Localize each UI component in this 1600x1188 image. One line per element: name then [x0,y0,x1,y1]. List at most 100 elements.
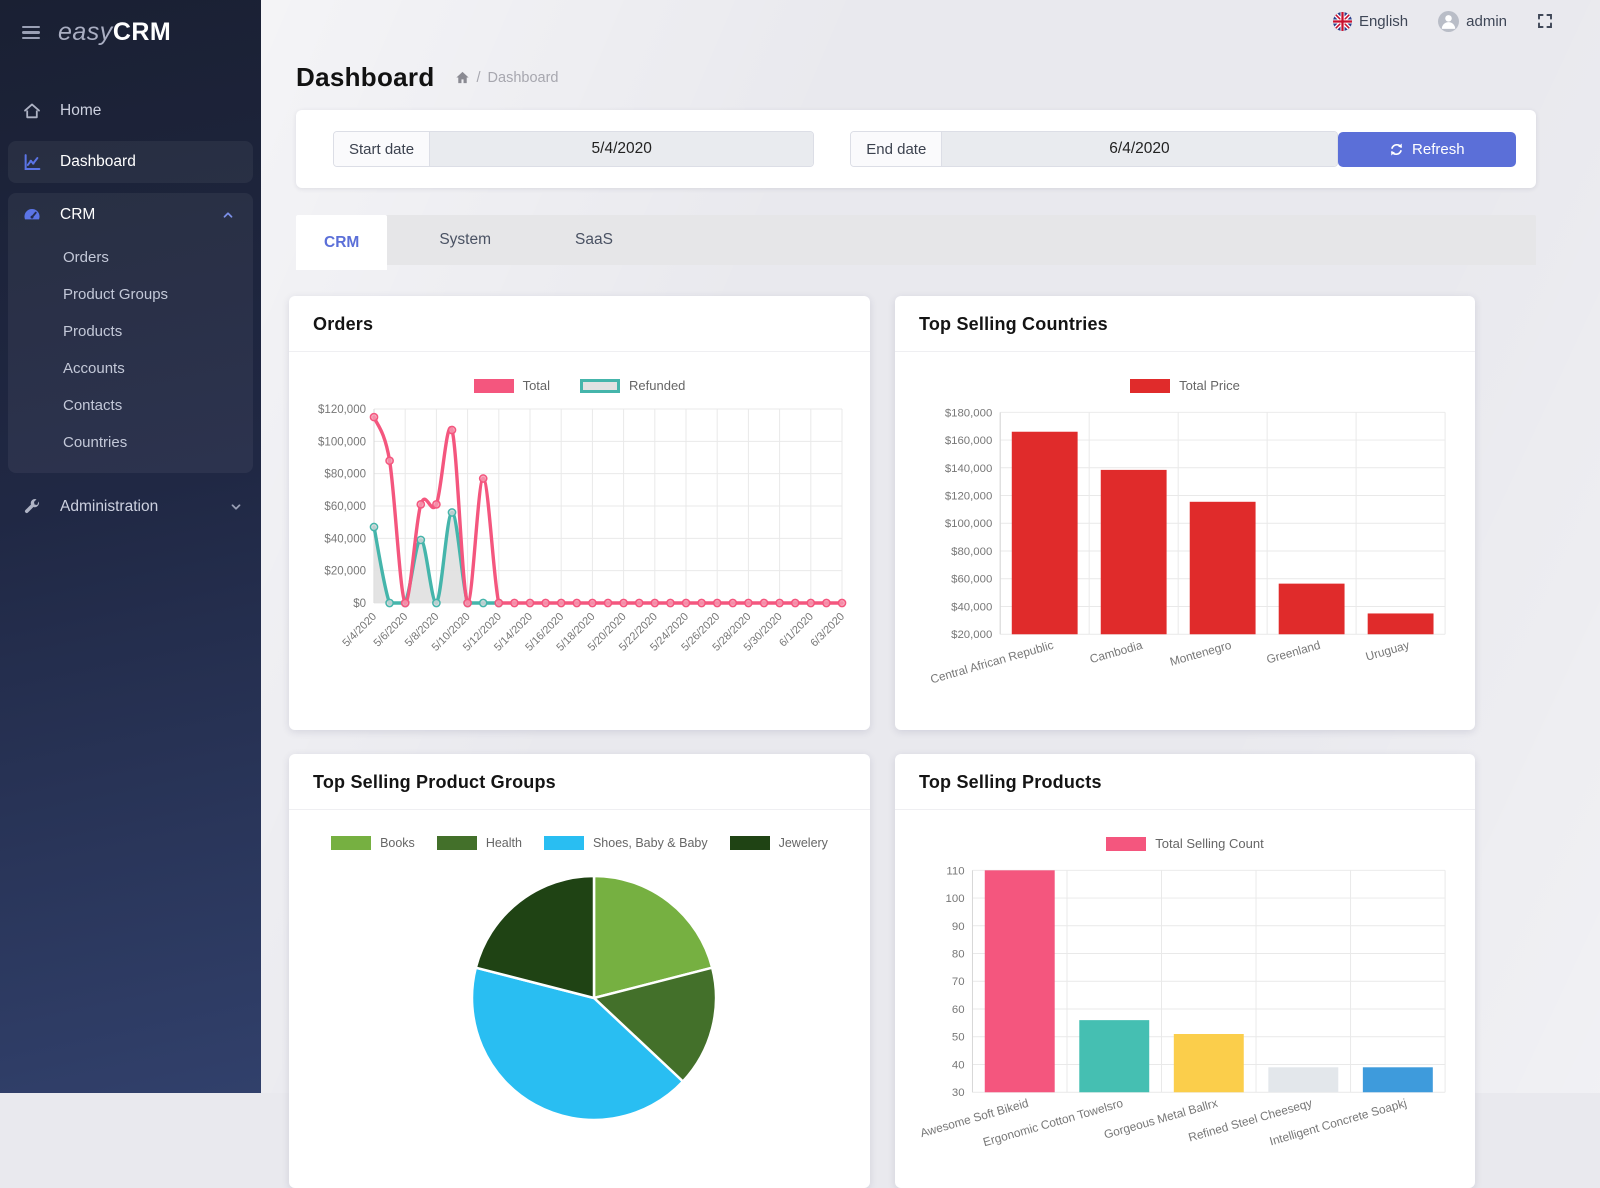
sidebar-item-label: Product Groups [63,286,169,303]
svg-text:$40,000: $40,000 [951,601,992,613]
svg-text:Uruguay: Uruguay [1364,638,1411,664]
sidebar-item-dashboard[interactable]: Dashboard [8,141,253,183]
content: Dashboard / Dashboard Start date End dat… [261,62,1600,1188]
svg-text:$120,000: $120,000 [945,491,992,503]
tab-label: SaaS [575,231,613,248]
sidebar-item-label: Contacts [63,397,123,414]
tab-label: System [439,231,491,248]
refresh-button[interactable]: Refresh [1337,131,1516,167]
products-legend: Total Selling Count [915,836,1455,851]
tab-crm[interactable]: CRM [296,215,388,270]
top-selling-products-card: Top Selling Products Total Selling Count… [895,754,1475,1188]
breadcrumb: / Dashboard [455,69,559,86]
sidebar-item-product-groups[interactable]: Product Groups [8,276,253,313]
svg-text:$80,000: $80,000 [324,469,366,481]
svg-text:80: 80 [952,949,965,961]
page-title: Dashboard [296,62,435,92]
svg-text:50: 50 [952,1032,965,1044]
sidebar-item-orders[interactable]: Orders [8,239,253,276]
sidebar-item-administration[interactable]: Administration [0,487,261,527]
user-menu[interactable]: admin [1438,10,1507,32]
refresh-icon [1391,143,1402,155]
svg-text:$160,000: $160,000 [945,435,992,447]
sidebar-item-label: Accounts [63,360,125,377]
dashboard-cards: Orders Total Refunded 5/4/2020 5/6/2020 5/8… [289,296,1536,1188]
card-title-products: Top Selling Products [895,754,1475,810]
svg-text:Greenland: Greenland [1265,638,1322,667]
svg-text:40: 40 [952,1059,965,1071]
svg-text:90: 90 [952,921,965,933]
sidebar-crm-children: Orders Product Groups Products Accounts … [8,237,253,473]
start-date-input[interactable] [430,132,814,166]
top-selling-countries-card: Top Selling Countries Total Price $20,00… [895,296,1475,730]
svg-text:$60,000: $60,000 [951,574,992,586]
logo-prefix: easy [58,18,113,46]
card-title-product-groups: Top Selling Product Groups [289,754,870,810]
card-title-orders: Orders [289,296,870,352]
refresh-label: Refresh [1412,140,1465,158]
sidebar-item-label: Orders [63,249,109,266]
uk-flag-icon [1332,11,1352,31]
sidebar-nav: Home Dashboard CRM Orders [0,61,261,527]
svg-text:$80,000: $80,000 [951,546,992,558]
sidebar-item-label: CRM [60,206,96,223]
menu-toggle-icon[interactable] [20,22,42,44]
svg-text:6/3/2020: 6/3/2020 [808,611,847,650]
countries-bar-chart: $20,000 $40,000 $60,000 $80,000 $100,000 $120… [915,397,1455,712]
chevron-down-icon [229,500,243,514]
sidebar-item-accounts[interactable]: Accounts [8,350,253,387]
app-logo[interactable]: easyCRM [58,18,171,47]
sidebar-item-crm[interactable]: CRM [8,193,253,237]
svg-text:30: 30 [952,1087,965,1099]
sidebar: easyCRM Home Dashboard CRM [0,0,261,1093]
svg-text:110: 110 [946,865,964,877]
svg-text:Central African Republic: Central African Republic [929,638,1055,687]
svg-text:$120,000: $120,000 [318,404,366,416]
sidebar-item-countries[interactable]: Countries [8,424,253,461]
tab-label: CRM [324,233,360,251]
end-date-input[interactable] [942,132,1337,166]
sidebar-item-label: Administration [60,498,159,515]
svg-text:70: 70 [952,976,965,988]
sidebar-item-label: Countries [63,434,128,451]
main-area: English admin Dashboard / Dashboard [261,0,1600,1188]
sidebar-item-home[interactable]: Home [0,91,261,131]
user-avatar-icon [1438,10,1460,32]
orders-legend: Total Refunded [309,378,850,393]
svg-text:60: 60 [952,1004,965,1016]
start-date-group: Start date [333,131,815,167]
gauge-icon [22,205,42,225]
orders-line-chart: 5/4/2020 5/6/2020 5/8/2020 5/10/2020 5/12/20… [309,397,850,697]
countries-legend: Total Price [915,378,1455,393]
language-label: English [1358,12,1409,30]
language-selector[interactable]: English [1332,11,1409,31]
svg-text:$20,000: $20,000 [324,566,366,578]
top-selling-product-groups-card: Top Selling Product Groups Books Health Sh… [289,754,870,1188]
card-title-countries: Top Selling Countries [895,296,1475,352]
fullscreen-button[interactable] [1537,13,1553,29]
date-filter-card: Start date End date Refresh [296,110,1536,188]
end-date-group: End date [850,131,1338,167]
tab-system[interactable]: System [411,215,519,265]
fullscreen-icon [1538,14,1552,28]
sidebar-item-label: Home [60,102,102,119]
sidebar-item-contacts[interactable]: Contacts [8,387,253,424]
svg-text:$20,000: $20,000 [951,629,992,641]
sidebar-item-products[interactable]: Products [8,313,253,350]
tab-saas[interactable]: SaaS [547,215,641,265]
sidebar-group-crm: CRM Orders Product Groups Products Accou… [8,193,253,473]
svg-text:Cambodia: Cambodia [1088,638,1144,666]
home-icon [22,102,42,120]
product-groups-pie-chart [309,864,850,1132]
svg-text:$100,000: $100,000 [945,518,992,530]
svg-text:$60,000: $60,000 [324,501,366,513]
wrench-icon [22,498,42,516]
breadcrumb-current: Dashboard [487,69,559,86]
logo-suffix: CRM [112,18,172,46]
chart-line-icon [22,153,42,172]
orders-card: Orders Total Refunded 5/4/2020 5/6/2020 5/8… [289,296,870,730]
breadcrumb-home-icon[interactable] [455,70,470,85]
products-bar-chart: 30 40 50 60 70 80 90 100 110 Awesome Soft Bikeid E… [915,855,1455,1170]
tabs: CRM System SaaS [296,215,1536,270]
product-groups-legend: Books Health Shoes, Baby & Baby Jewelery [309,836,850,850]
